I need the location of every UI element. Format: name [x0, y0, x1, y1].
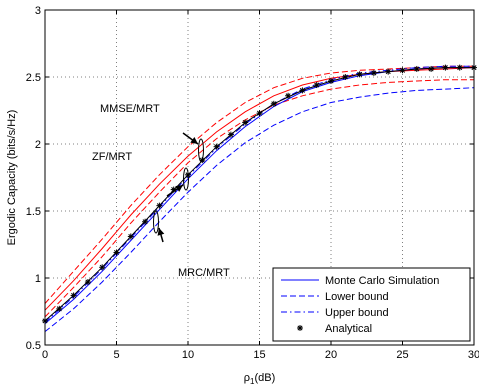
annotation-label: MRC/MRT	[178, 267, 230, 279]
analytical-marker	[270, 100, 277, 107]
analytical-marker	[285, 92, 292, 99]
analytical-marker	[328, 78, 334, 85]
analytical-marker	[342, 74, 349, 80]
annotation-label: ZF/MRT	[92, 151, 132, 163]
analytical-marker	[56, 305, 63, 312]
analytical-marker	[227, 131, 234, 138]
annotation-label: MMSE/MRT	[100, 103, 160, 115]
x-tick-label: 20	[325, 349, 337, 361]
y-tick-label: 0.5	[26, 340, 41, 352]
x-tick-label: 25	[396, 349, 408, 361]
x-tick-label: 0	[42, 349, 48, 361]
analytical-marker	[313, 82, 320, 89]
y-tick-label: 2.5	[26, 72, 41, 84]
y-tick-label: 1	[35, 273, 41, 285]
legend-label: Lower bound	[325, 291, 389, 303]
axis-ticks: 0 5 10 15 20 25 30 0.5 1 1.5 2 2.5 3	[26, 5, 479, 361]
annotation-arrowhead	[190, 137, 198, 144]
analytical-marker	[156, 202, 163, 209]
annotation-zf-mrt: ZF/MRT	[92, 151, 189, 197]
legend-label: Upper bound	[325, 307, 389, 319]
annotation-ellipse	[183, 167, 189, 191]
legend-item-analytical: Analytical	[297, 323, 372, 335]
analytical-marker	[428, 65, 435, 72]
legend-label: Analytical	[325, 323, 372, 335]
annotation-ellipse	[153, 210, 159, 234]
analytical-marker	[356, 71, 363, 78]
legend-marker	[297, 325, 303, 331]
legend-label: Monte Carlo Simulation	[325, 275, 439, 287]
analytical-marker	[370, 69, 377, 76]
y-tick-label: 1.5	[26, 206, 41, 218]
analytical-marker	[213, 143, 220, 150]
analytical-marker	[299, 87, 306, 94]
x-tick-label: 15	[253, 349, 265, 361]
analytical-marker	[256, 110, 263, 117]
analytical-markers	[42, 64, 477, 324]
analytical-marker	[385, 68, 392, 75]
analytical-marker	[142, 218, 149, 225]
y-tick-label: 3	[35, 5, 41, 17]
y-tick-label: 2	[35, 139, 41, 151]
x-tick-label: 30	[468, 349, 479, 361]
analytical-marker	[99, 264, 106, 271]
annotations: MMSE/MRT ZF/MRT MRC/MRT	[92, 103, 230, 279]
analytical-marker	[84, 279, 91, 286]
analytical-marker	[70, 292, 77, 299]
legend: Monte Carlo Simulation Lower bound Upper b…	[272, 267, 471, 342]
annotation-mrc-mrt: MRC/MRT	[153, 210, 230, 279]
x-tick-label: 10	[182, 349, 194, 361]
legend-item-lower-bound: Lower bound	[281, 291, 389, 303]
legend-item-upper-bound: Upper bound	[281, 307, 389, 319]
annotation-mmse-mrt: MMSE/MRT	[100, 103, 204, 162]
annotation-ellipse	[198, 138, 204, 162]
analytical-marker	[442, 64, 449, 71]
y-axis-label: Ergodic Capacity (bits/s/Hz)	[6, 110, 18, 246]
analytical-marker	[127, 233, 134, 240]
analytical-marker	[456, 64, 463, 71]
x-tick-label: 5	[113, 349, 119, 361]
analytical-marker	[242, 119, 249, 126]
analytical-marker	[113, 249, 120, 256]
legend-item-monte-carlo-simulation: Monte Carlo Simulation	[281, 275, 439, 287]
x-axis-label: ρ1(dB)	[244, 372, 276, 386]
annotation-arrowhead	[157, 228, 165, 236]
series-mmse-mrt-upper-bound	[44, 65, 474, 304]
analytical-marker	[413, 65, 420, 72]
analytical-marker	[399, 67, 406, 74]
series-mrc-mrt-lower-bound	[44, 87, 475, 332]
annotation-arrowhead	[175, 185, 183, 192]
